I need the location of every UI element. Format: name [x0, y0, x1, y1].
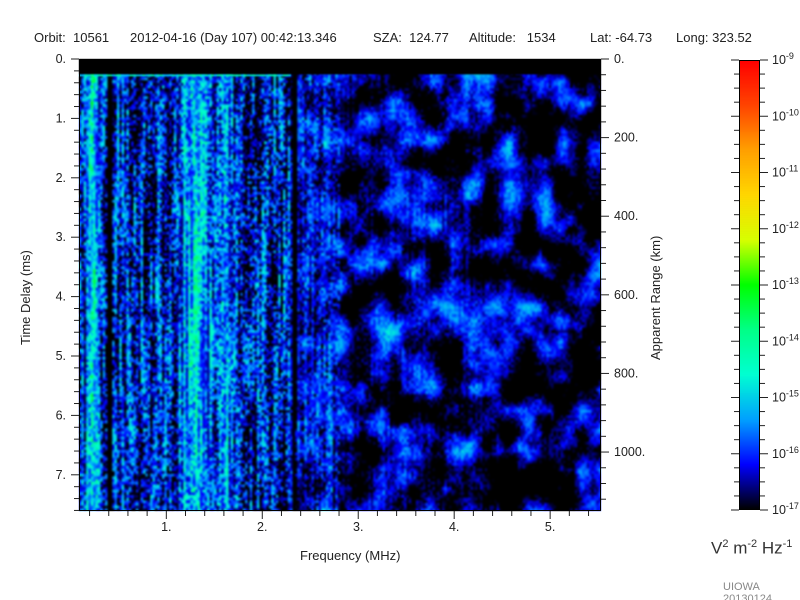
svg-text:5.: 5. [545, 520, 555, 534]
svg-text:2.: 2. [257, 520, 267, 534]
svg-text:10-16: 10-16 [772, 445, 799, 461]
svg-text:3.: 3. [353, 520, 363, 534]
svg-text:10-14: 10-14 [772, 332, 799, 348]
svg-text:10-12: 10-12 [772, 220, 799, 236]
svg-text:1000.: 1000. [614, 445, 645, 459]
svg-text:10-15: 10-15 [772, 389, 799, 405]
svg-text:600.: 600. [614, 288, 638, 302]
svg-text:200.: 200. [614, 131, 638, 145]
svg-text:10-11: 10-11 [772, 164, 798, 180]
svg-text:400.: 400. [614, 209, 638, 223]
svg-text:10-10: 10-10 [772, 107, 799, 123]
svg-text:800.: 800. [614, 366, 638, 380]
svg-text:10-9: 10-9 [772, 51, 794, 67]
svg-text:10-17: 10-17 [772, 501, 799, 517]
svg-text:4.: 4. [56, 290, 66, 304]
svg-text:1.: 1. [161, 520, 171, 534]
svg-text:4.: 4. [449, 520, 459, 534]
svg-text:1.: 1. [56, 111, 66, 125]
svg-text:6.: 6. [56, 408, 66, 422]
svg-text:2.: 2. [56, 171, 66, 185]
svg-text:10-13: 10-13 [772, 276, 799, 292]
svg-text:7.: 7. [56, 468, 66, 482]
svg-text:3.: 3. [56, 230, 66, 244]
svg-text:0.: 0. [56, 52, 66, 66]
svg-text:5.: 5. [56, 349, 66, 363]
svg-text:0.: 0. [614, 52, 624, 66]
